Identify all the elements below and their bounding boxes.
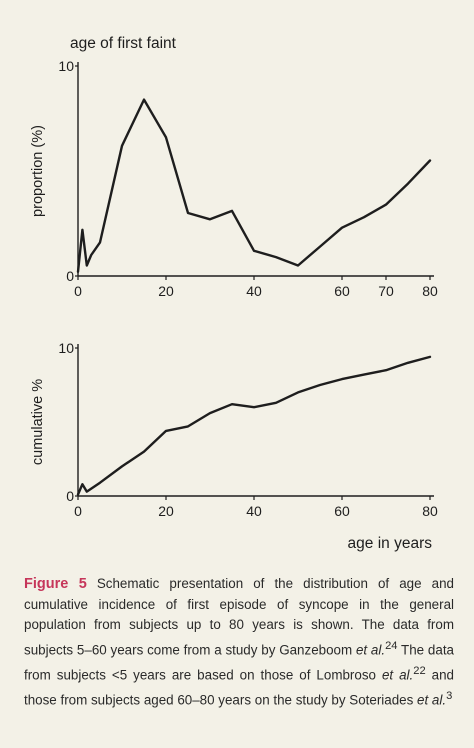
chart1-x-tick-label: 70 [378,283,394,299]
caption-etal-1: et al. [355,642,386,658]
chart2-x-tick-label: 0 [74,503,82,519]
caption-text-2: The data from subjects <5 years are base… [24,642,454,683]
chart1-y-label: proportion (%) [30,125,46,217]
caption-etal-3: et al. [417,692,447,708]
chart2-series-1-line [76,355,432,496]
chart1-series-1-line [76,98,432,273]
chart1-x-tick-label: 60 [334,283,350,299]
caption-ref-2: 22 [413,664,426,677]
figure-label: Figure 5 [24,576,87,592]
chart1-y-tick-label: 10 [58,58,74,74]
chart1-title: age of first faint [70,35,177,52]
caption-ref-1: 24 [385,639,398,652]
chart1-x-tick-label: 0 [74,283,82,299]
chart2-x-tick-label: 80 [422,503,438,519]
caption-etal-2: et al. [381,667,414,683]
chart2-y-tick-label: 10 [58,340,74,356]
chart2-y-label: cumulative % [30,379,46,465]
chart1-y-tick-label: 0 [66,268,74,284]
figure-caption: Figure 5 Schematic presentation of the d… [24,574,454,711]
chart1-x-tick-label: 80 [422,283,438,299]
caption-ref-3: 3 [446,689,453,702]
chart2-x-tick-label: 60 [334,503,350,519]
chart2-x-tick-label: 40 [246,503,262,519]
chart2-x-label: age in years [348,535,433,552]
chart2-x-tick-label: 20 [158,503,174,519]
chart2-y-tick-label: 0 [66,488,74,504]
chart1-x-tick-label: 40 [246,283,262,299]
caption-text-1: Schematic presentation of the distributi… [24,576,454,658]
chart1-x-tick-label: 20 [158,283,174,299]
charts-svg: 0 20 40 60 70 80 0 10 age of first faint proporti… [30,35,438,552]
caption-text-3: and those from subjects aged 60–80 years… [24,667,454,708]
